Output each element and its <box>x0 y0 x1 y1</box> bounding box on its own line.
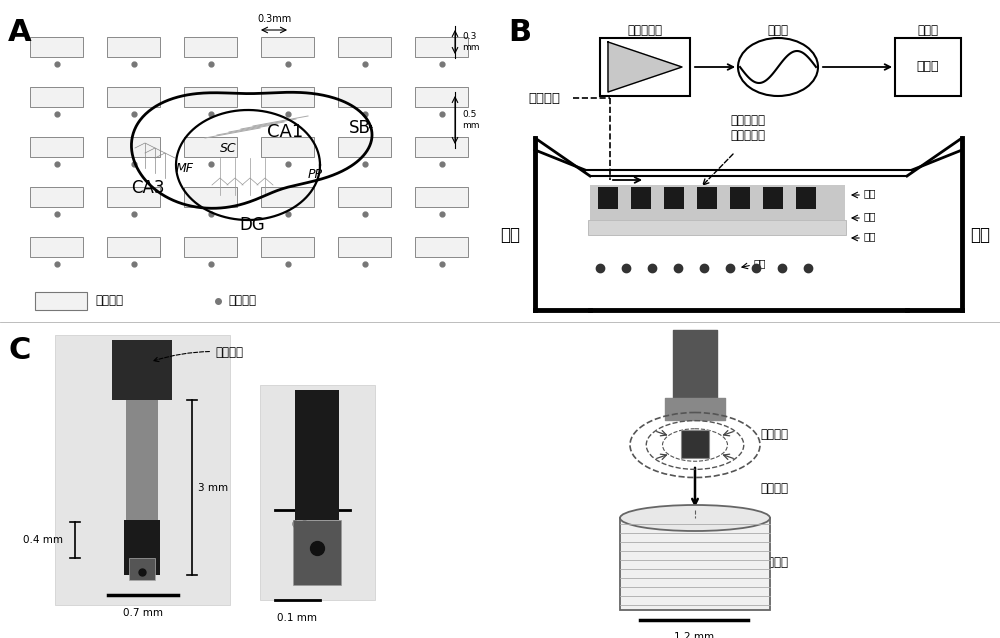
Bar <box>763 187 783 209</box>
Bar <box>260 385 375 600</box>
Text: 灌流: 灌流 <box>500 226 520 244</box>
Bar <box>107 87 160 107</box>
Bar <box>107 37 160 57</box>
Bar <box>261 37 314 57</box>
Ellipse shape <box>620 505 770 531</box>
Text: 单片机: 单片机 <box>768 24 788 37</box>
Text: 0.2 mm: 0.2 mm <box>292 520 332 530</box>
Bar <box>129 558 155 580</box>
Bar <box>184 87 237 107</box>
Text: C: C <box>8 336 30 365</box>
Bar <box>338 87 391 107</box>
Bar <box>796 187 816 209</box>
Bar <box>30 137 83 157</box>
Bar <box>598 187 618 209</box>
Polygon shape <box>608 42 682 92</box>
Bar <box>631 187 651 209</box>
Bar <box>30 87 83 107</box>
Text: 电极: 电极 <box>754 258 767 268</box>
Text: 插入方向: 插入方向 <box>760 482 788 494</box>
Bar <box>35 292 87 310</box>
Bar <box>112 340 172 400</box>
Bar <box>107 237 160 257</box>
Text: 单点: 单点 <box>864 188 876 198</box>
Bar <box>338 187 391 207</box>
Bar <box>261 87 314 107</box>
Text: 外接驱动: 外接驱动 <box>154 346 243 362</box>
Text: 0.1 mm: 0.1 mm <box>277 613 317 623</box>
Bar <box>697 187 717 209</box>
Bar <box>338 237 391 257</box>
Bar <box>730 187 750 209</box>
Text: 1.2 mm: 1.2 mm <box>674 632 714 638</box>
Text: CA1: CA1 <box>267 123 303 141</box>
Text: B: B <box>508 18 531 47</box>
Bar <box>588 220 846 235</box>
Bar <box>107 137 160 157</box>
Bar <box>124 520 160 575</box>
Bar <box>295 390 339 520</box>
Text: 微操纵器: 微操纵器 <box>528 91 560 105</box>
Bar <box>590 185 845 220</box>
Bar <box>184 187 237 207</box>
Text: A: A <box>8 18 32 47</box>
Text: 多路放大器: 多路放大器 <box>628 24 662 37</box>
Text: 0.3mm: 0.3mm <box>257 14 291 24</box>
Text: PP: PP <box>308 168 322 181</box>
Text: 0.3
mm: 0.3 mm <box>462 33 480 52</box>
Bar <box>30 237 83 257</box>
Text: 电感位置: 电感位置 <box>95 295 123 308</box>
Bar <box>184 137 237 157</box>
Bar <box>55 335 230 605</box>
Bar <box>261 237 314 257</box>
Bar <box>293 520 341 585</box>
Text: SB: SB <box>349 119 371 137</box>
Bar <box>415 37 468 57</box>
Bar <box>415 137 468 157</box>
Bar <box>620 518 770 610</box>
Text: 0.5
mm: 0.5 mm <box>462 110 480 130</box>
Bar <box>30 187 83 207</box>
Bar <box>126 400 158 520</box>
Bar <box>184 37 237 57</box>
Text: MF: MF <box>176 161 194 175</box>
Text: 待测线圈: 待测线圈 <box>760 429 788 441</box>
Text: 3 mm: 3 mm <box>198 483 228 493</box>
Text: SC: SC <box>220 142 236 154</box>
Text: 检测线圈: 检测线圈 <box>760 556 788 568</box>
Text: CA3: CA3 <box>131 179 165 197</box>
Text: 上位机: 上位机 <box>917 61 939 73</box>
Bar <box>895 38 961 96</box>
Bar <box>261 137 314 157</box>
Bar <box>415 187 468 207</box>
Text: 压片: 压片 <box>864 211 876 221</box>
Text: 吸出: 吸出 <box>970 226 990 244</box>
Bar <box>415 237 468 257</box>
Bar <box>107 187 160 207</box>
Bar <box>415 87 468 107</box>
Text: DG: DG <box>239 216 265 234</box>
Text: 阵列磁刺激
固定电路板: 阵列磁刺激 固定电路板 <box>730 114 766 142</box>
Text: 脑片: 脑片 <box>864 231 876 241</box>
Bar <box>184 237 237 257</box>
Bar <box>600 38 690 96</box>
Ellipse shape <box>738 38 818 96</box>
Text: 上位机: 上位机 <box>918 24 938 37</box>
Bar <box>338 137 391 157</box>
Bar <box>338 37 391 57</box>
Text: 0.7 mm: 0.7 mm <box>123 608 163 618</box>
Bar <box>664 187 684 209</box>
Bar <box>261 187 314 207</box>
Bar <box>30 37 83 57</box>
Text: 电极位置: 电极位置 <box>228 295 256 308</box>
Bar <box>681 430 709 458</box>
Text: 0.4 mm: 0.4 mm <box>23 535 63 545</box>
